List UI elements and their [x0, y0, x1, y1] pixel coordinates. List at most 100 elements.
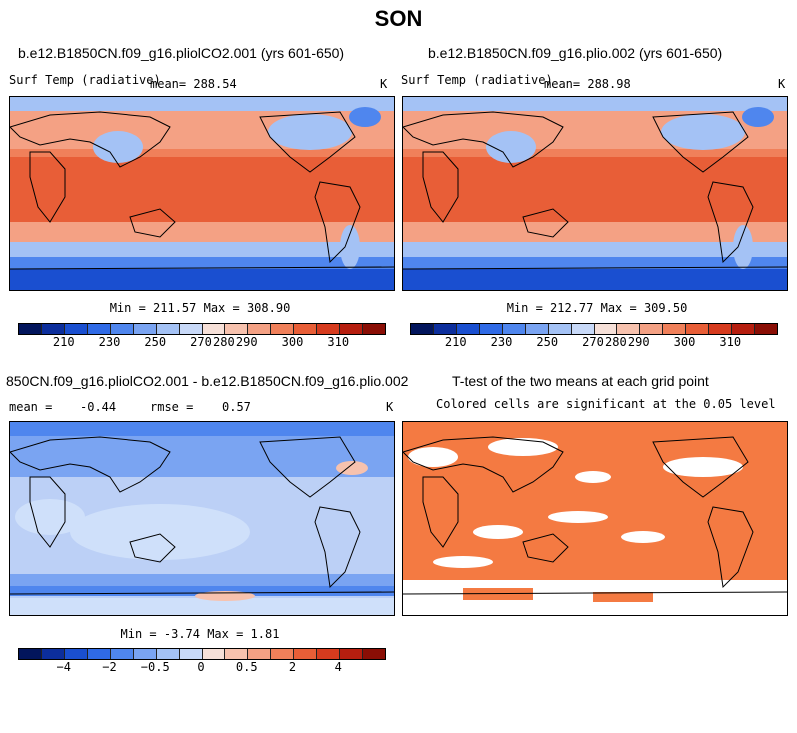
colorbar-swatch [663, 324, 687, 334]
right-map-arctic [403, 97, 787, 111]
colorbar-tick-label: 230 [490, 335, 513, 349]
colorbar-swatch [594, 324, 618, 334]
right-map-tropics [403, 157, 787, 227]
colorbar-swatch [248, 649, 272, 659]
ttest-nonsig-6 [473, 525, 523, 539]
left-run-title: b.e12.B1850CN.f09_g16.pliolCO2.001 (yrs … [18, 45, 345, 61]
difference-map [9, 421, 395, 616]
colorbar-swatch [179, 324, 203, 334]
left-minmax-label: Min = 211.57 Max = 308.90 [109, 301, 291, 315]
diff-map-southern-band [10, 574, 394, 586]
ttest-map-svg [403, 422, 787, 615]
colorbar-tick-label: 210 [444, 335, 467, 349]
diff-coast-australia [129, 533, 176, 563]
colorbar-swatch [202, 324, 226, 334]
colorbar-tick-label: 2 [288, 660, 297, 674]
colorbar-swatch [41, 324, 65, 334]
colorbar-swatch [433, 324, 457, 334]
left-coast-south-america [314, 181, 361, 264]
colorbar-swatch [225, 649, 249, 659]
left-mean-label: mean= 288.54 [150, 77, 237, 91]
diff-units-label: K [386, 400, 394, 414]
colorbar-swatch [225, 324, 249, 334]
diff-map-svg [10, 422, 394, 615]
diff-colorbar-ticks: −4 −2 −0.5 0 0.5 2 4 [18, 660, 384, 676]
colorbar-swatch [363, 649, 385, 659]
diff-map-pacific-light [70, 504, 250, 560]
colorbar-swatch [87, 649, 111, 659]
colorbar-tick-label: 280 [605, 335, 627, 349]
colorbar-swatch [571, 324, 595, 334]
left-map-greenland [349, 107, 381, 127]
colorbar-swatch [709, 324, 733, 334]
ttest-nonsig-7 [621, 531, 665, 543]
right-coast-north-america [652, 111, 749, 173]
colorbar-tick-label: 230 [98, 335, 121, 349]
right-run-title: b.e12.B1850CN.f09_g16.plio.002 (yrs 601-… [428, 45, 723, 61]
right-map-greenland [742, 107, 774, 127]
colorbar-swatch [317, 324, 341, 334]
ttest-coast-antarctica [403, 591, 787, 595]
figure-title: SON [374, 6, 423, 31]
ttest-map-coastlines [403, 436, 787, 595]
diff-map-antarctica [10, 598, 394, 615]
colorbar-swatch [617, 324, 641, 334]
colorbar-swatch [64, 649, 88, 659]
colorbar-tick-label: 250 [144, 335, 167, 349]
left-map-canada-cold [268, 114, 352, 150]
colorbar-tick-label: 310 [719, 335, 742, 349]
left-colorbar [18, 323, 386, 335]
colorbar-swatch [548, 324, 572, 334]
colorbar-tick-label: 300 [281, 335, 304, 349]
right-map-south-subpolar [403, 242, 787, 260]
left-map-tibet-cold [93, 131, 143, 163]
colorbar-swatch [202, 649, 226, 659]
right-map-svg [403, 97, 787, 290]
ttest-coast-south-america [707, 506, 754, 589]
colorbar-tick-label: −2 [102, 660, 117, 674]
diff-title: 850CN.f09_g16.pliolCO2.001 - b.e12.B1850… [6, 373, 409, 389]
colorbar-tick-label: 270 [190, 335, 212, 349]
colorbar-tick-label: 0.5 [235, 660, 258, 674]
right-map-canada-cold [661, 114, 745, 150]
diff-rmse-value: 0.57 [222, 400, 251, 414]
diff-map-indian-light [15, 499, 85, 535]
left-map-antarctica [10, 269, 394, 290]
colorbar-tick-label: 0 [197, 660, 205, 674]
colorbar-swatch [110, 324, 134, 334]
diff-mean-label: mean = [9, 400, 53, 414]
colorbar-swatch [271, 324, 295, 334]
left-coast-antarctica [10, 266, 394, 270]
right-units-label: K [778, 77, 786, 91]
colorbar-swatch [340, 324, 364, 334]
colorbar-swatch [340, 649, 364, 659]
left-map-south-subpolar [10, 242, 394, 260]
right-map-antarctica [403, 269, 787, 290]
right-mean-label: mean= 288.98 [544, 77, 631, 91]
right-colorbar [410, 323, 778, 335]
diff-coast-antarctica [10, 591, 394, 595]
diff-map-positive-patch-2 [336, 461, 368, 475]
colorbar-tick-label: 4 [334, 660, 342, 674]
colorbar-swatch [755, 324, 777, 334]
diff-coast-south-america [314, 506, 361, 589]
colorbar-swatch [156, 649, 180, 659]
ttest-nonsig-4 [575, 471, 611, 483]
right-coast-antarctica [403, 266, 787, 270]
colorbar-swatch [19, 324, 42, 334]
left-map-svg [10, 97, 394, 290]
diff-map-coastlines [10, 436, 394, 595]
right-map-tibet-cold [486, 131, 536, 163]
colorbar-swatch [87, 324, 111, 334]
colorbar-swatch [502, 324, 526, 334]
ttest-sig-south-patch-2 [593, 592, 653, 602]
diff-map-southern-strong [10, 586, 394, 596]
colorbar-tick-label: 310 [327, 335, 350, 349]
colorbar-swatch [179, 649, 203, 659]
left-temperature-map [9, 96, 395, 291]
right-map-south-midlat [403, 222, 787, 242]
colorbar-swatch [271, 649, 295, 659]
colorbar-swatch [317, 649, 341, 659]
colorbar-swatch [19, 649, 42, 659]
ttest-subtitle: Colored cells are significant at the 0.0… [436, 397, 776, 411]
